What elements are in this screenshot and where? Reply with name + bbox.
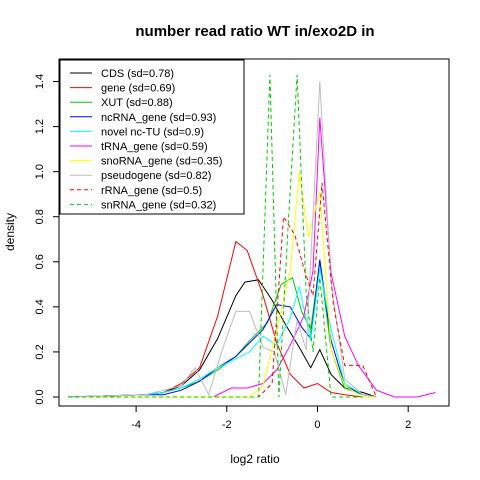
legend-label: CDS (sd=0.78) (101, 68, 174, 80)
y-tick-label: 1.0 (34, 164, 46, 179)
legend-label: snoRNA_gene (sd=0.35) (101, 156, 222, 168)
x-tick-label: 0 (314, 419, 320, 431)
legend-label: tRNA_gene (sd=0.59) (101, 141, 208, 153)
legend-label: snRNA_gene (sd=0.32) (101, 199, 216, 211)
series-line-6 (68, 171, 377, 398)
x-tick-label: -2 (222, 419, 232, 431)
legend-label: ncRNA_gene (sd=0.93) (101, 112, 216, 124)
y-tick-label: 0.2 (34, 344, 46, 359)
series-line-5 (68, 117, 436, 398)
legend-label: gene (sd=0.69) (101, 83, 175, 95)
legend-label: pseudogene (sd=0.82) (101, 170, 211, 182)
legend-label: rRNA_gene (sd=0.5) (101, 185, 202, 197)
series-line-8 (68, 182, 377, 398)
x-tick-label: -4 (131, 419, 141, 431)
legend-box (59, 59, 245, 215)
series-line-7 (68, 81, 377, 398)
y-axis-label: density (3, 213, 17, 251)
y-tick-label: 1.4 (34, 74, 46, 89)
y-tick-label: 1.2 (34, 119, 46, 134)
y-tick-label: 0.8 (34, 209, 46, 224)
plot-frame (58, 58, 450, 407)
y-tick-label: 0.0 (34, 389, 46, 404)
x-axis-label: log2 ratio (230, 452, 280, 466)
series-layer (68, 74, 436, 398)
axes: -4 -2 0 2 0.0 0.2 0.4 0.6 0.8 1.0 1.2 1.4 (34, 74, 411, 431)
y-tick-label: 0.4 (34, 299, 46, 314)
series-line-4 (68, 268, 377, 398)
series-line-3 (68, 259, 377, 398)
series-line-1 (68, 240, 377, 398)
legend-label: XUT (sd=0.88) (101, 97, 173, 109)
y-tick-label: 0.6 (34, 254, 46, 269)
legend: CDS (sd=0.78) gene (sd=0.69) XUT (sd=0.88)… (59, 59, 245, 215)
x-tick-label: 2 (405, 419, 411, 431)
chart-title: number read ratio WT in/exo2D in (135, 23, 374, 40)
legend-label: novel nc-TU (sd=0.9) (101, 126, 204, 138)
series-line-9 (68, 74, 363, 398)
